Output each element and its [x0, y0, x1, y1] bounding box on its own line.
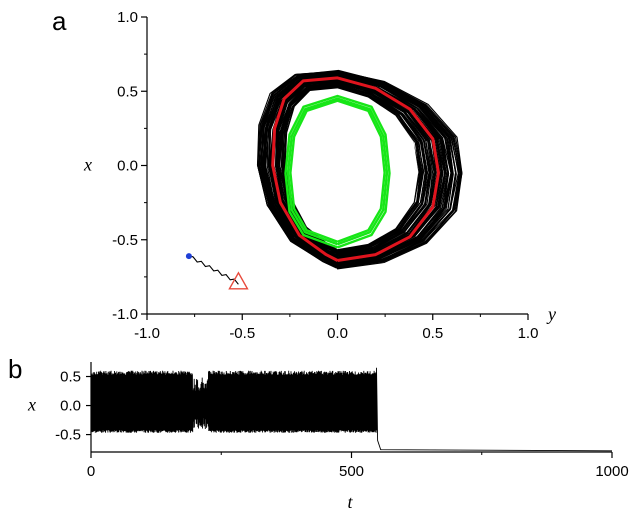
panel-b-x-tick-label: 500 — [339, 463, 364, 480]
panel-b-y-tick-label: 0.5 — [60, 369, 81, 386]
panel-b-axes: 0 500 1000 -0.5 0.0 0.5 — [55, 362, 629, 480]
panel-b-y-tick-label: -0.5 — [55, 427, 81, 444]
time-series-panel: 0 500 1000 -0.5 0.0 0.5 — [55, 362, 629, 480]
orbit-series-group — [271, 76, 440, 262]
panel-a-y-axis-label: x — [83, 155, 92, 175]
markers-group — [185, 253, 249, 290]
panel-a-x-tick-label: 1.0 — [518, 325, 539, 342]
panel-a-y-tick-label: 0.5 — [117, 83, 138, 100]
panel-b-y-axis-label: x — [27, 395, 36, 415]
panel-a-axes: -1.0 -0.5 0.0 0.5 1.0 -1.0 -0.5 0.0 0.5 1.0 — [112, 9, 538, 342]
panel-a-y-tick-label: 0.0 — [117, 158, 138, 175]
attractor-trajectory — [256, 70, 463, 270]
panel-b-x-axis-label: t — [348, 492, 354, 512]
panel-a-x-tick-label: 0.0 — [327, 325, 348, 342]
green-periodic-orbit — [289, 99, 386, 243]
phase-portrait-panel: -1.0 -0.5 0.0 0.5 1.0 -1.0 -0.5 0.0 0.5 1.0 — [112, 9, 538, 342]
panel-a-x-tick-label: -0.5 — [229, 325, 255, 342]
panel-b-x-tick-label: 0 — [87, 463, 95, 480]
transient-trajectory — [188, 255, 239, 285]
panel-a-label: a — [52, 6, 67, 36]
panel-a-y-tick-label: -1.0 — [112, 306, 138, 323]
start-point-marker — [185, 253, 192, 260]
green-periodic-orbit — [286, 97, 389, 246]
x-time-series-line — [90, 367, 613, 452]
green-periodic-orbit — [284, 94, 391, 249]
panel-a-y-tick-label: 1.0 — [117, 9, 138, 26]
panel-b-y-tick-label: 0.0 — [60, 398, 81, 415]
panel-a-x-axis-label: y — [546, 304, 556, 324]
panel-b-x-tick-label: 1000 — [595, 463, 628, 480]
time-series-signal — [90, 367, 613, 452]
panel-b-label: b — [8, 354, 22, 384]
end-triangle-marker — [228, 271, 249, 290]
panel-a-x-tick-label: 0.5 — [422, 325, 443, 342]
panel-a-y-tick-label: -0.5 — [112, 232, 138, 249]
red-periodic-orbit — [271, 76, 440, 262]
panel-a-x-tick-label: -1.0 — [134, 325, 160, 342]
